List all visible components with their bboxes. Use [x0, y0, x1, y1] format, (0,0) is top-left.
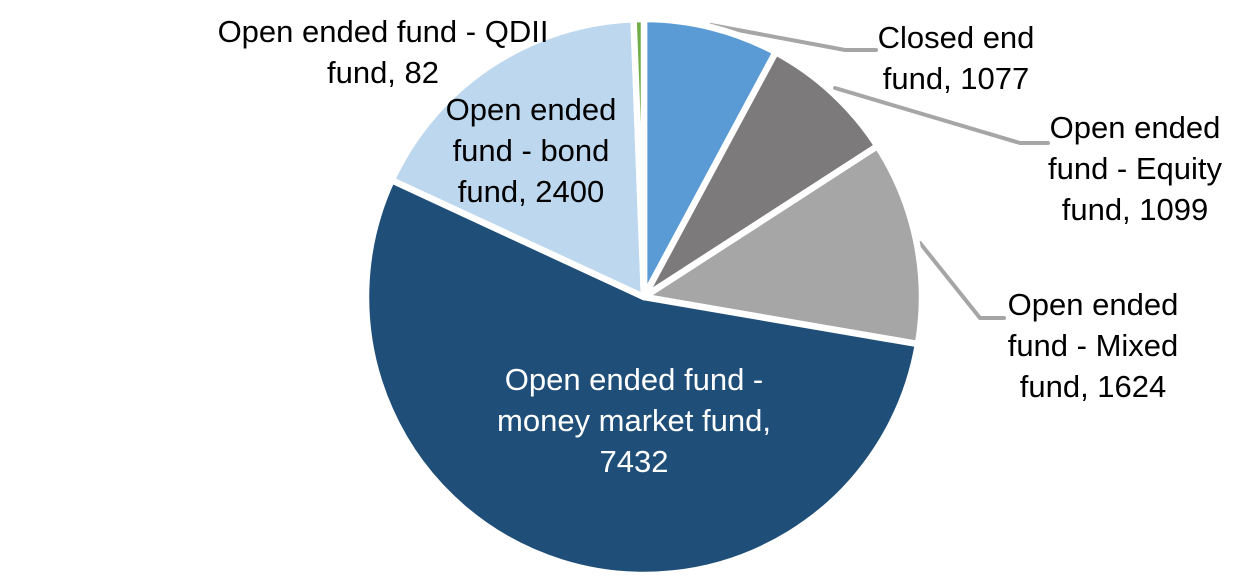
slice-label-closed-end-fund: Closed end fund, 1077 [878, 17, 1035, 99]
label-line: fund, 1099 [1061, 192, 1209, 227]
label-line: fund - Mixed [1007, 328, 1179, 363]
pie-slice-open-ended-money-market-fund [362, 176, 922, 579]
label-line: fund, 82 [326, 55, 440, 90]
label-line: Open ended fund - [504, 362, 764, 397]
label-line: fund, 2400 [457, 174, 605, 209]
label-line: fund - Equity [1047, 151, 1223, 186]
pie-slice-open-ended-qdii-fund [630, 15, 648, 301]
leader-line-open-ended-mixed-fund [918, 241, 1006, 320]
slice-label-open-ended-equity-fund: Open ended fund - Equity fund, 1099 [1048, 107, 1222, 230]
pie-slice-open-ended-bond-fund [388, 15, 648, 301]
leader-line-closed-end-fund [709, 23, 878, 52]
label-line: Closed end [877, 20, 1035, 55]
slice-label-open-ended-money-market-fund: Open ended fund - money market fund, 743… [497, 359, 771, 482]
label-line: fund, 1077 [882, 61, 1030, 96]
label-line: 7432 [599, 444, 669, 479]
label-line: Open ended [1049, 110, 1221, 145]
pie-slice-open-ended-mixed-fund [640, 142, 926, 348]
slice-label-open-ended-bond-fund: Open ended fund - bond fund, 2400 [446, 89, 617, 212]
label-line: Open ended [1007, 287, 1179, 322]
label-line: Open ended [445, 92, 617, 127]
pie-slice-closed-end-fund [640, 15, 779, 301]
label-line: money market fund, [497, 403, 771, 438]
leader-line-open-ended-equity-fund [833, 86, 1050, 145]
slice-label-open-ended-qdii-fund: Open ended fund - QDII fund, 82 [218, 11, 549, 93]
label-line: fund - bond [452, 133, 610, 168]
slice-label-open-ended-mixed-fund: Open ended fund - Mixed fund, 1624 [1008, 284, 1179, 407]
label-line: fund, 1624 [1019, 369, 1167, 404]
pie-slice-open-ended-equity-fund [640, 48, 881, 301]
label-line: Open ended fund - QDII [217, 14, 549, 49]
